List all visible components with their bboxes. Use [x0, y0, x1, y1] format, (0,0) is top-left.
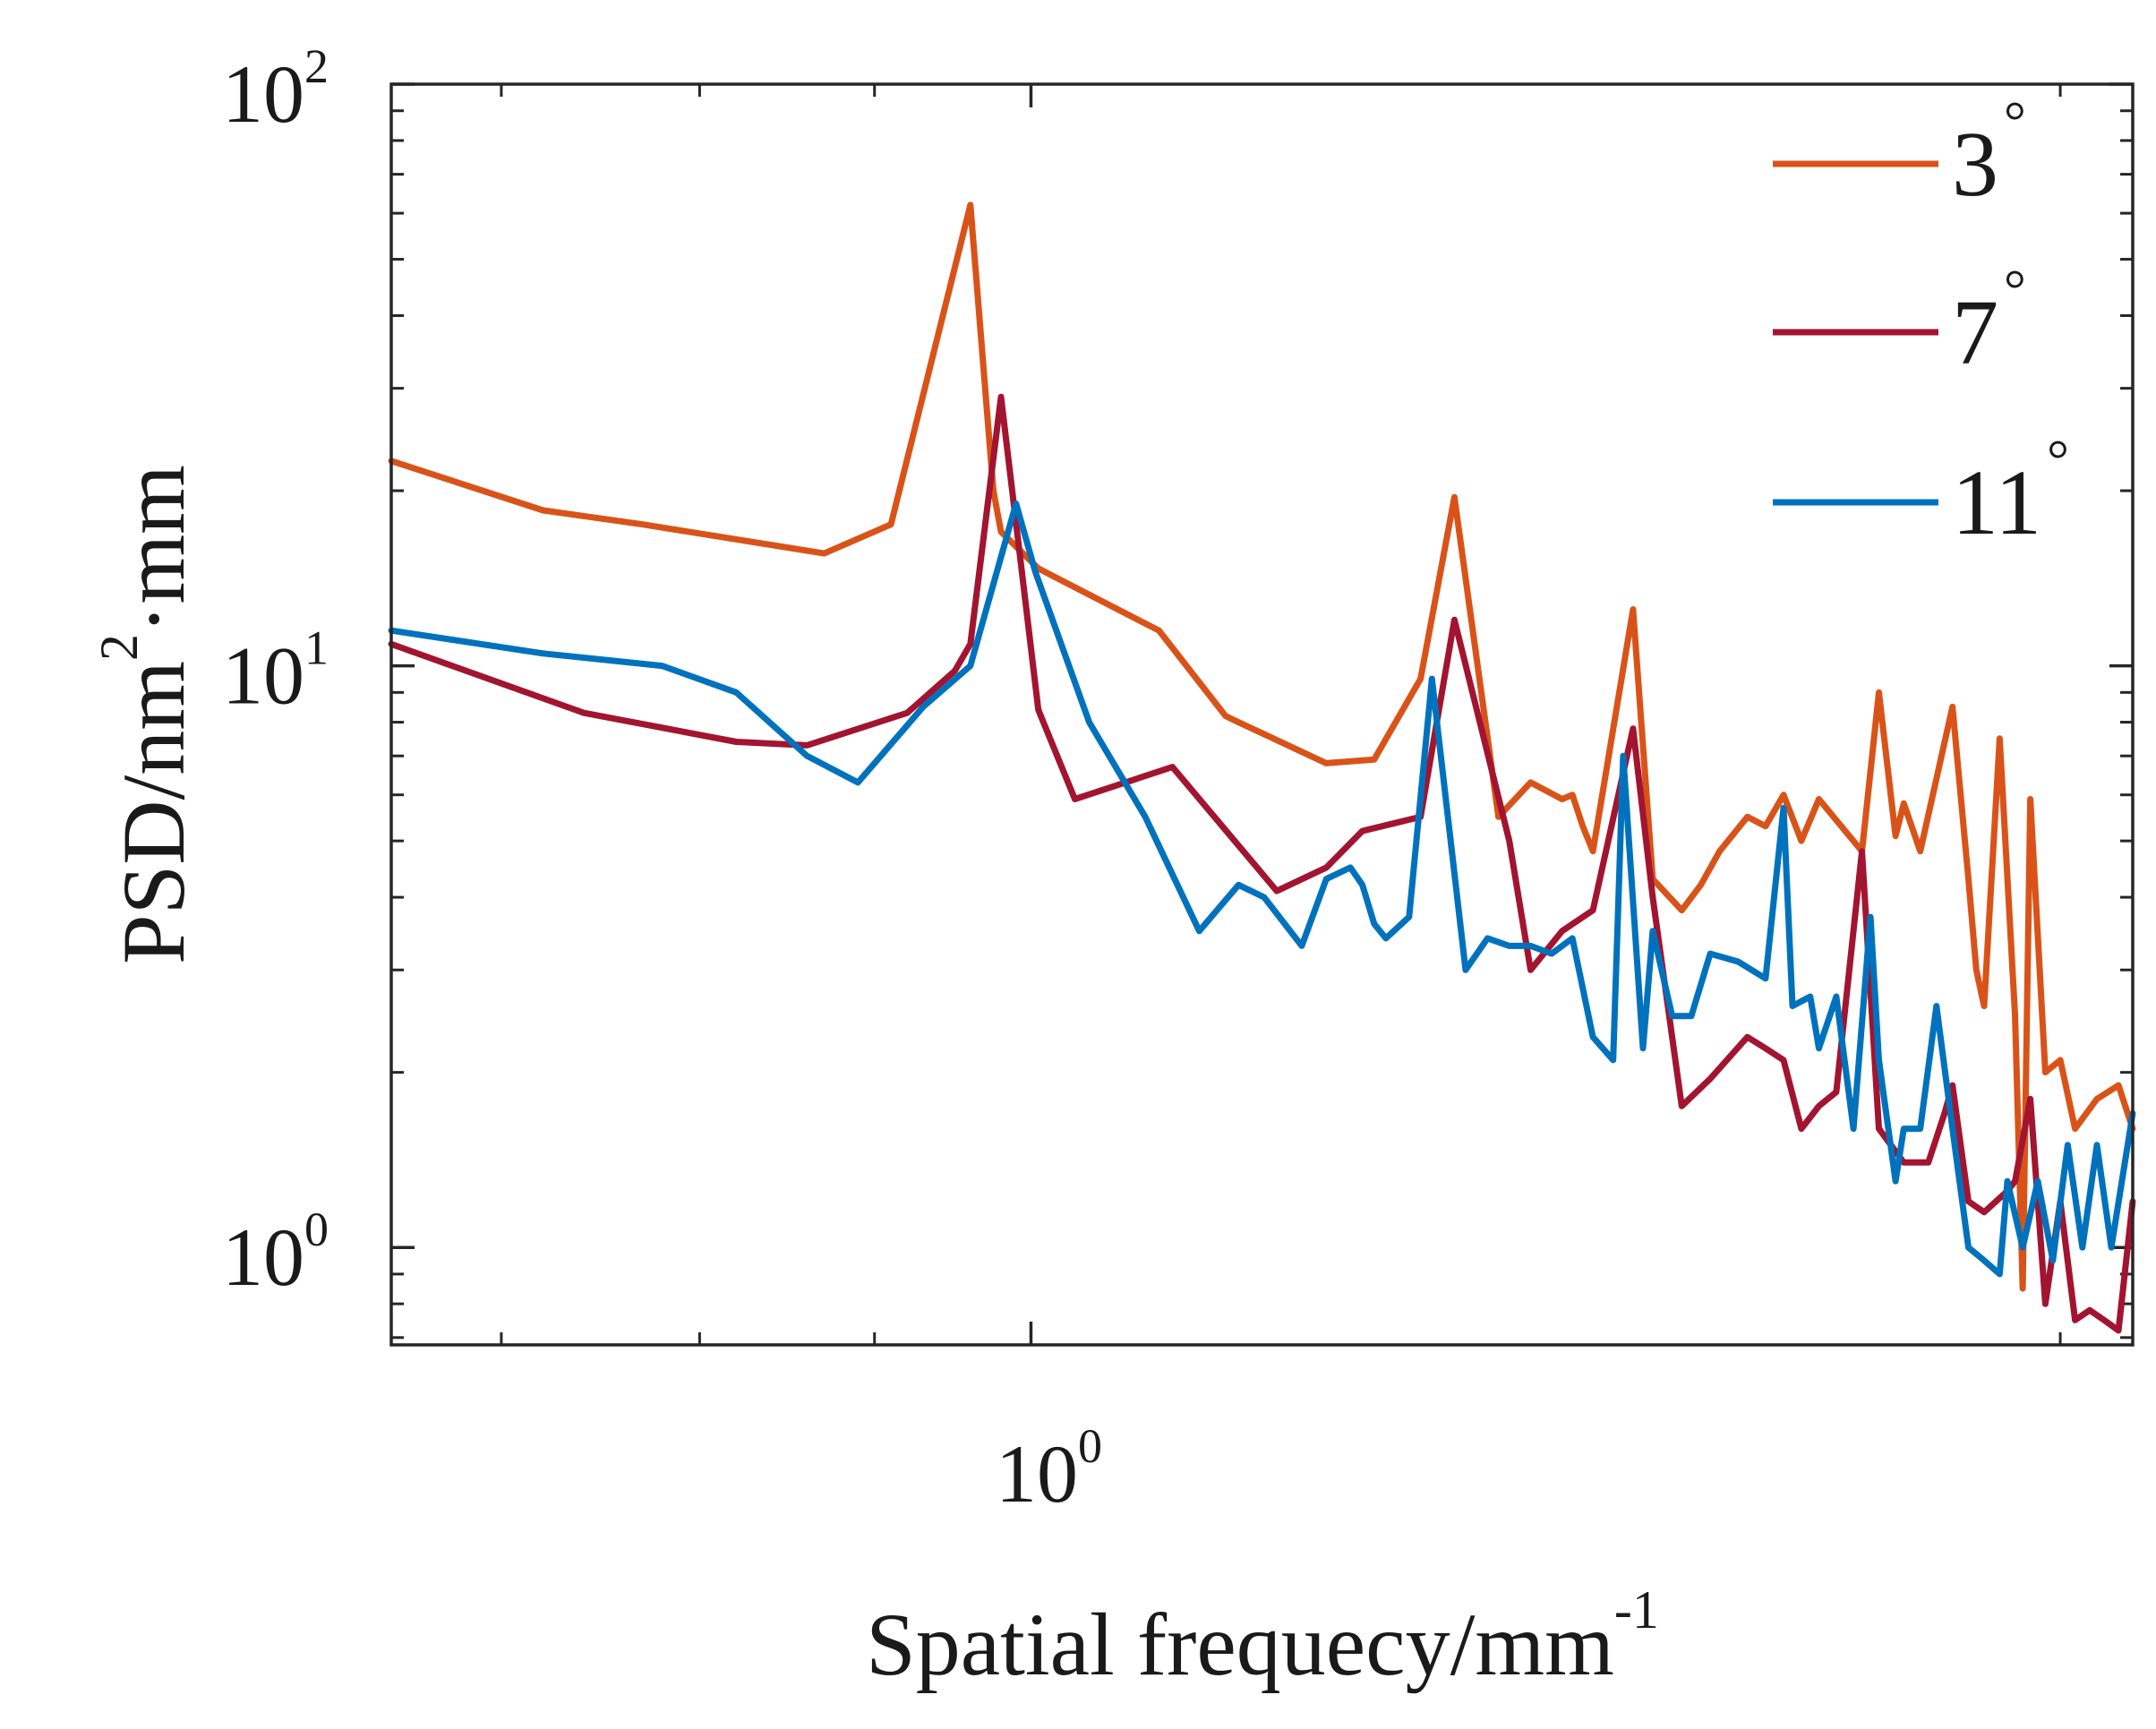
- x-tick-label-1: 100: [996, 1419, 1102, 1519]
- y-tick-exp: 2: [304, 39, 329, 93]
- series-line-11deg: [388, 501, 2136, 1278]
- x-tick-exp: 0: [1078, 1419, 1102, 1473]
- y-tick-base: 10: [222, 1211, 304, 1303]
- y-tick-exp: 0: [304, 1203, 329, 1256]
- x-axis-label-base: Spatial frequecy/mm: [866, 1595, 1614, 1694]
- legend-label-text: 3: [1952, 113, 1998, 216]
- legend: 3° 7° 11°: [1773, 91, 2069, 554]
- series-line-3deg: [388, 201, 2136, 1292]
- legend-label-3deg: 3°: [1952, 91, 2026, 216]
- series-line-7deg: [388, 393, 2136, 1334]
- x-tick-base: 10: [996, 1428, 1078, 1519]
- x-axis-label: Spatial frequecy/mm-1: [866, 1580, 1659, 1694]
- legend-label-text: 11: [1952, 451, 2041, 554]
- y-axis-label-sup: 2: [90, 634, 149, 661]
- y-tick-label-10: 101: [222, 621, 329, 722]
- y-tick-base: 10: [222, 48, 304, 140]
- series-layer: [388, 201, 2136, 1334]
- y-tick-label-100: 102: [222, 39, 329, 140]
- legend-label-7deg: 7°: [1952, 260, 2026, 384]
- x-axis-label-sup: -1: [1614, 1580, 1659, 1639]
- y-tick-label-1: 100: [222, 1203, 329, 1303]
- legend-label-degree: °: [2004, 260, 2026, 321]
- y-axis-label: PSD/nm2·mm: [90, 465, 203, 964]
- minor-ticks: [391, 84, 2133, 1345]
- legend-label-degree: °: [2004, 91, 2026, 152]
- y-tick-exp: 1: [304, 621, 329, 675]
- y-axis-label-prefix: PSD/nm: [104, 661, 203, 964]
- legend-label-degree: °: [2047, 430, 2069, 491]
- y-axis-label-suffix: ·mm: [104, 465, 203, 634]
- legend-label-text: 7: [1952, 281, 1998, 384]
- plot-frame: [389, 82, 2135, 1347]
- legend-label-11deg: 11°: [1952, 430, 2069, 554]
- y-tick-base: 10: [222, 630, 304, 722]
- plot-area: [391, 84, 2133, 1345]
